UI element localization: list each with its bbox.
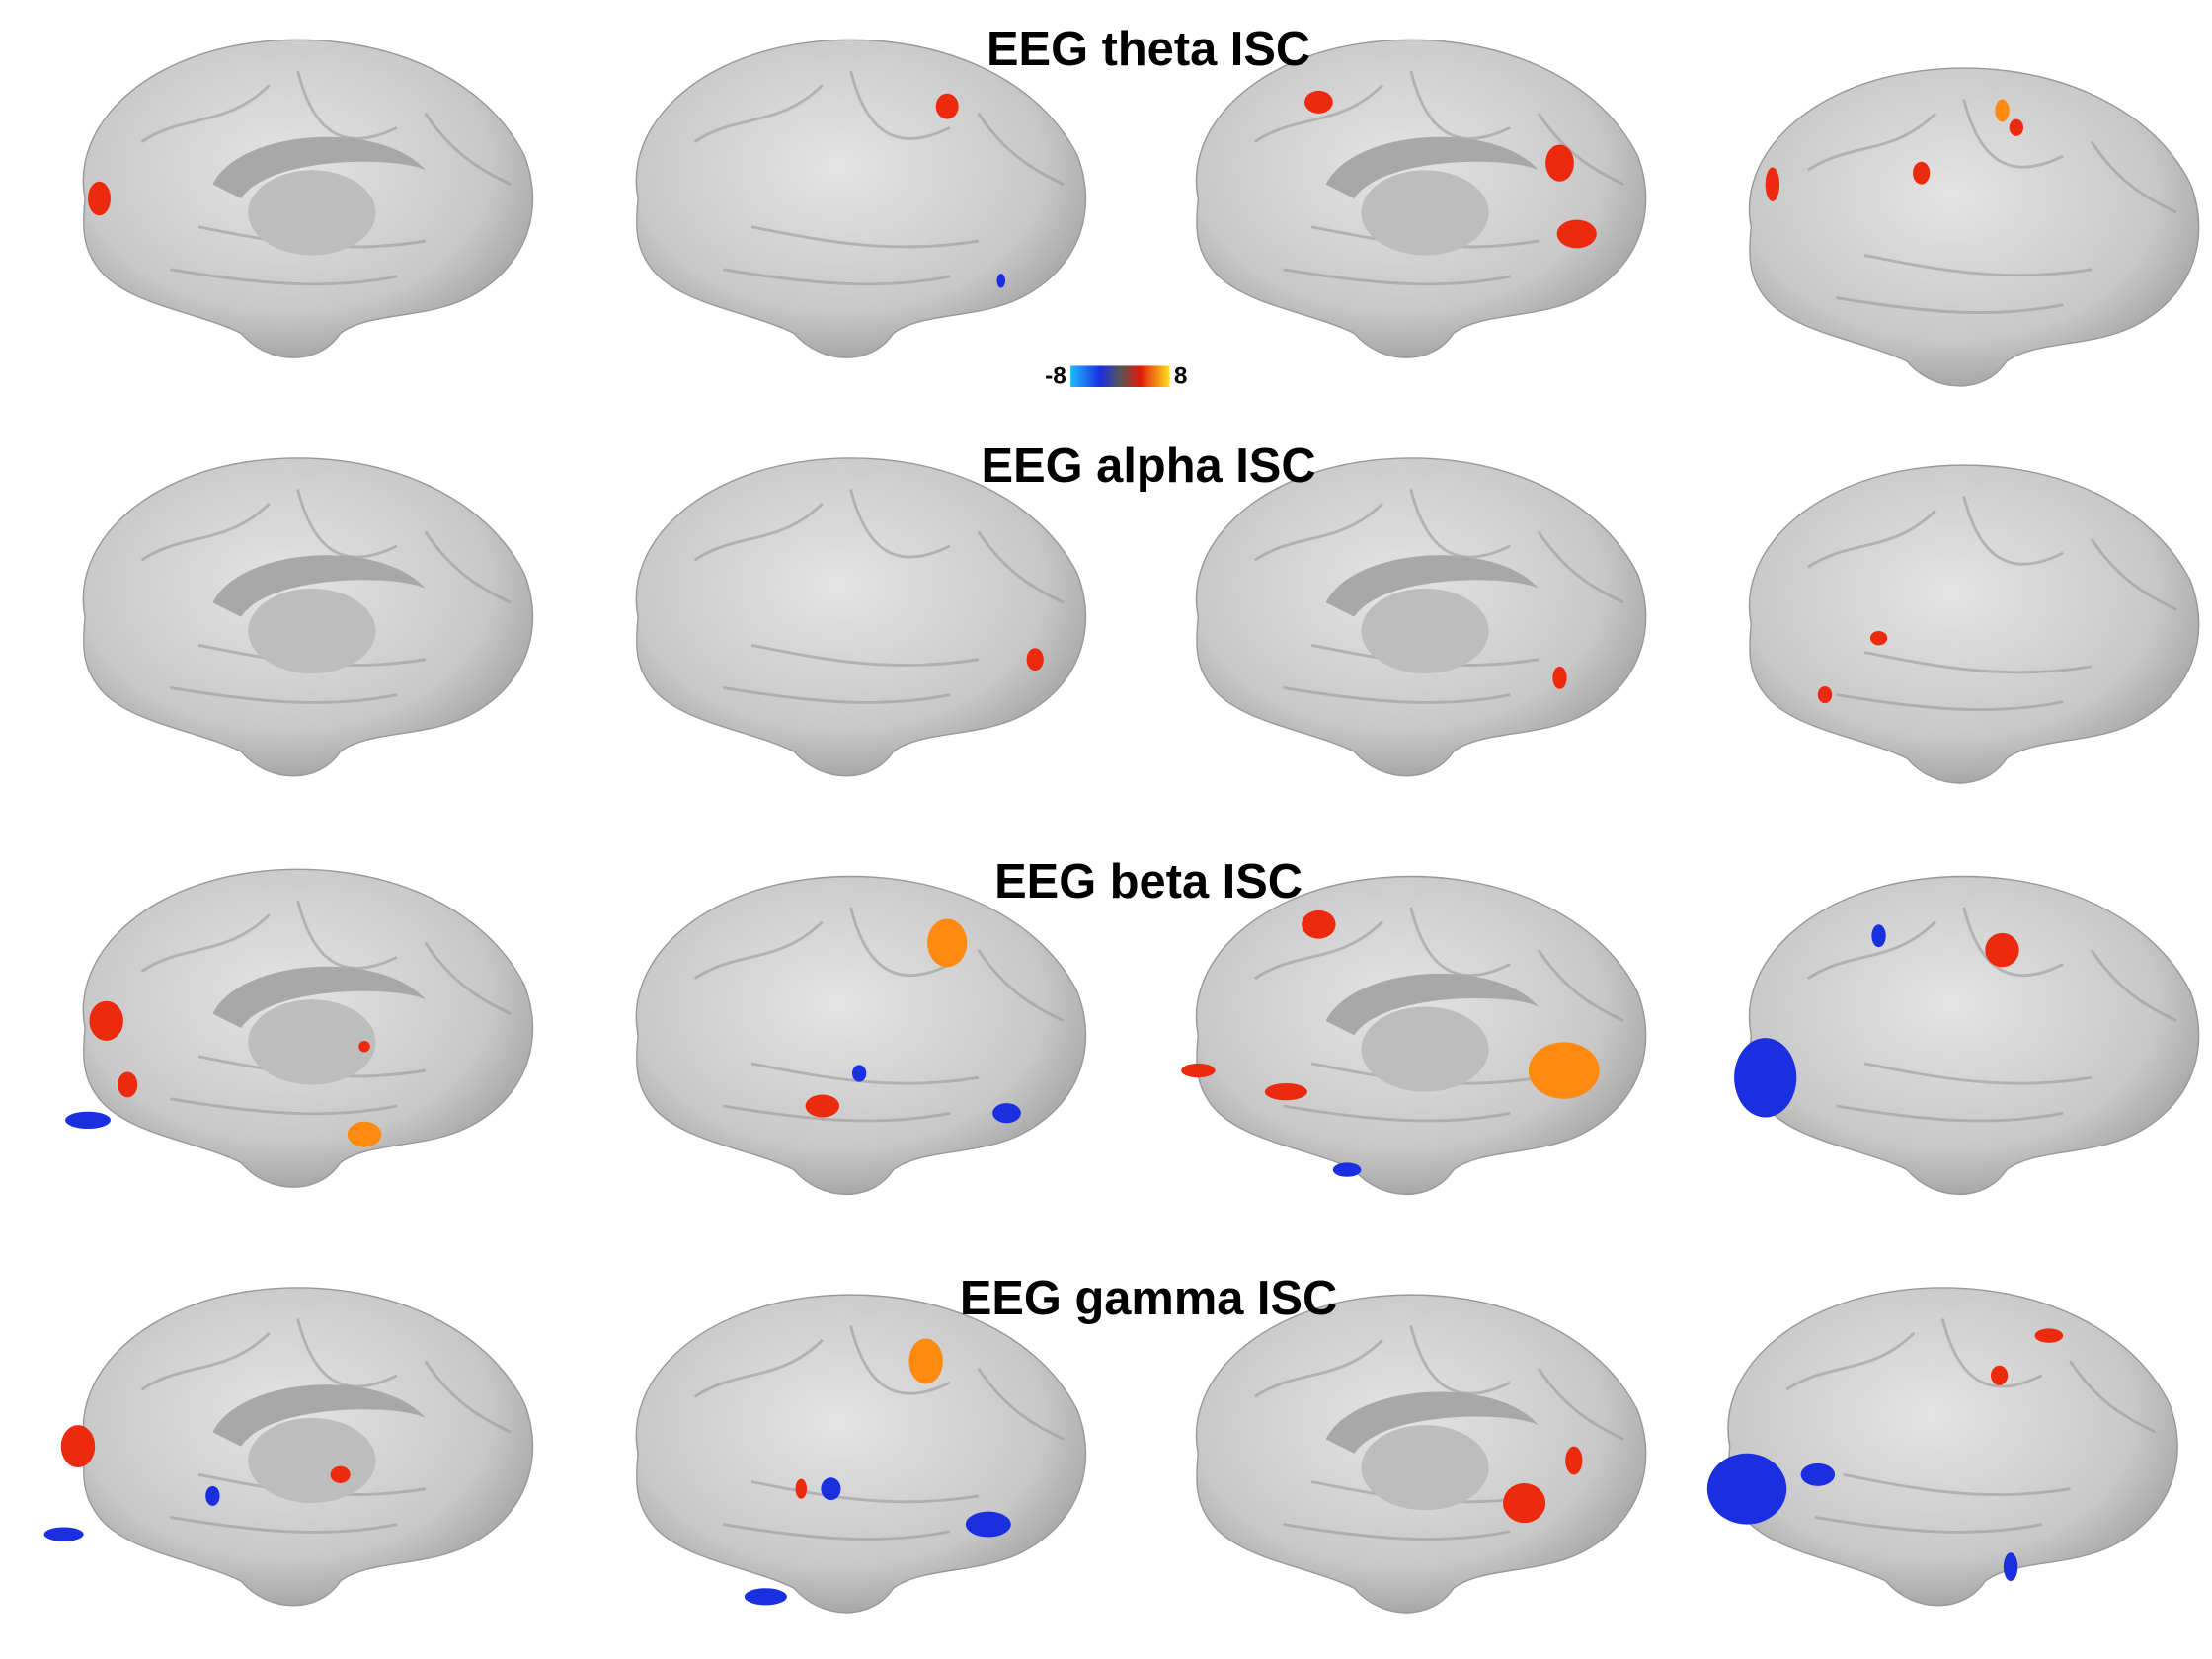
colorbar-max: 8: [1174, 362, 1188, 389]
panel-title: EEG beta ISC: [994, 855, 1303, 908]
panel-title: EEG theta ISC: [987, 23, 1310, 76]
colorbar-min: -8: [1045, 362, 1066, 389]
panel-title: EEG gamma ISC: [960, 1272, 1337, 1325]
colorbar-gradient: [1070, 365, 1170, 387]
activation-spots: [43, 90, 2064, 1606]
brain-grid: [83, 38, 2201, 1615]
panel-title: EEG alpha ISC: [982, 439, 1316, 493]
colorbar: -8 8: [1045, 362, 1187, 389]
